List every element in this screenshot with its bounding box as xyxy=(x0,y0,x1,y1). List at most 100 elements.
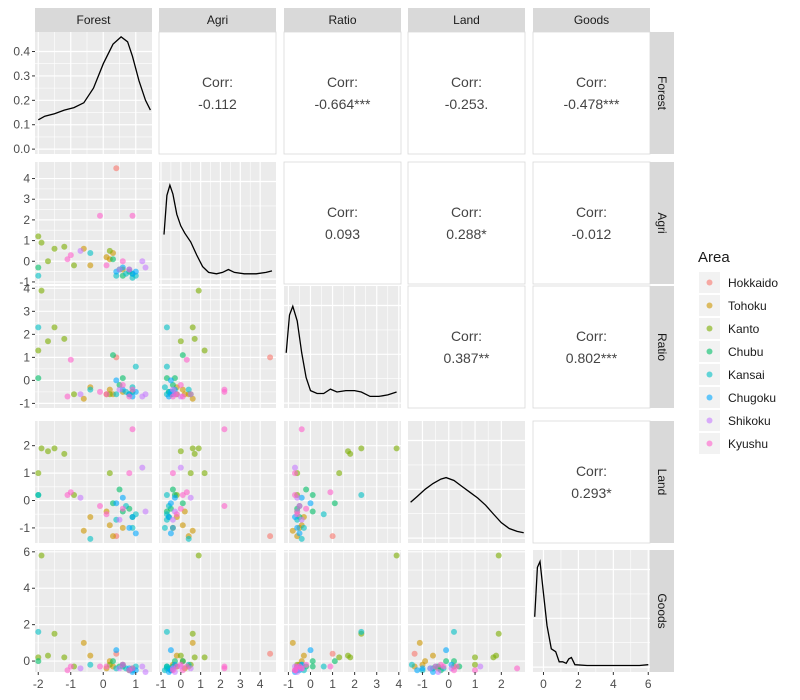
x-tick-label: 0 xyxy=(307,677,314,691)
corr-label: Corr: xyxy=(576,204,607,220)
data-point xyxy=(167,647,174,654)
row-strip xyxy=(650,286,674,408)
data-point xyxy=(331,500,338,507)
legend-entry-label: Shikoku xyxy=(728,414,771,428)
data-point xyxy=(113,647,120,654)
data-point xyxy=(45,448,51,455)
data-point xyxy=(106,247,113,254)
data-point xyxy=(110,658,116,665)
y-tick-label: 3 xyxy=(23,192,30,206)
legend-entry-label: Hokkaido xyxy=(728,276,778,290)
data-point xyxy=(289,527,296,534)
data-point xyxy=(35,347,42,354)
data-point xyxy=(179,352,186,359)
corr-label: Corr: xyxy=(576,74,607,90)
data-point xyxy=(132,530,139,537)
data-point xyxy=(298,494,305,501)
data-point xyxy=(169,524,176,531)
data-point xyxy=(169,516,176,523)
y-tick-label: 0.3 xyxy=(13,69,30,83)
x-tick-label: 4 xyxy=(395,677,402,691)
panel-agri-agri xyxy=(159,162,276,284)
data-point xyxy=(77,665,84,672)
corr-panel-background xyxy=(158,31,277,155)
data-point xyxy=(292,464,298,471)
data-point xyxy=(129,212,136,219)
corr-panel-background xyxy=(532,420,651,544)
y-tick-label: 1 xyxy=(23,350,30,364)
data-point xyxy=(189,445,196,452)
corr-value: -0.478*** xyxy=(563,96,620,112)
legend-key-point xyxy=(706,394,713,401)
row-strip-label: Agri xyxy=(655,212,669,233)
column-strip xyxy=(408,8,525,32)
data-point xyxy=(179,386,186,393)
data-point xyxy=(80,639,87,646)
panel-forest-ratio: Corr: -0.664*** xyxy=(283,31,402,155)
legend-entry-label: Chugoku xyxy=(728,391,776,405)
panel-land-land xyxy=(408,421,525,543)
corr-value: 0.288* xyxy=(446,226,487,242)
data-point xyxy=(35,375,42,382)
data-point xyxy=(163,363,170,370)
data-point xyxy=(169,386,176,393)
x-tick-label: 1 xyxy=(197,677,204,691)
data-point xyxy=(71,262,77,269)
x-tick-label: 1 xyxy=(472,677,479,691)
data-point xyxy=(167,530,174,537)
data-point xyxy=(177,505,184,512)
row-strip-label: Goods xyxy=(655,593,669,628)
panel-ratio-ratio xyxy=(284,286,401,408)
column-strip xyxy=(159,8,276,32)
legend-title: Area xyxy=(698,249,730,266)
panel-background xyxy=(284,286,401,408)
y-tick-label: 1 xyxy=(23,234,30,248)
panel-background xyxy=(284,550,401,672)
corr-label: Corr: xyxy=(576,463,607,479)
x-tick-label: 4 xyxy=(610,677,617,691)
x-tick-label: 3 xyxy=(237,677,244,691)
data-point xyxy=(221,665,228,672)
data-point xyxy=(320,663,327,670)
x-tick-label: 0 xyxy=(445,677,452,691)
data-point xyxy=(358,492,365,498)
data-point xyxy=(161,524,168,531)
data-point xyxy=(336,654,343,661)
y-tick-label: 0.0 xyxy=(13,142,30,156)
data-point xyxy=(267,533,274,540)
data-point xyxy=(169,486,176,493)
data-point xyxy=(472,654,478,661)
panel-agri-goods: Corr: -0.012 xyxy=(532,161,651,285)
panel-forest-forest xyxy=(35,32,152,154)
data-point xyxy=(139,663,146,670)
data-point xyxy=(327,489,334,496)
data-point xyxy=(126,393,133,400)
data-point xyxy=(126,266,133,273)
data-point xyxy=(292,492,298,498)
data-point xyxy=(142,669,149,675)
legend-entry-label: Kanto xyxy=(728,322,760,336)
data-point xyxy=(303,486,310,493)
data-point xyxy=(71,391,77,398)
data-point xyxy=(35,272,42,279)
data-point xyxy=(189,630,196,637)
data-point xyxy=(169,470,176,477)
data-point xyxy=(126,667,133,674)
data-point xyxy=(67,252,74,259)
data-point xyxy=(443,658,450,665)
data-point xyxy=(61,243,68,250)
data-point xyxy=(167,500,174,507)
y-tick-label: 0.2 xyxy=(13,93,30,107)
x-tick-label: -1 xyxy=(156,677,167,691)
data-point xyxy=(309,508,316,515)
data-point xyxy=(411,650,418,657)
data-point xyxy=(477,663,484,670)
data-point xyxy=(87,250,94,256)
panel-ratio-agri xyxy=(159,286,276,408)
data-point xyxy=(179,500,186,507)
density-curve xyxy=(163,183,273,275)
panel-background xyxy=(408,421,525,543)
data-point xyxy=(443,647,450,654)
data-point xyxy=(267,650,274,657)
corr-label: Corr: xyxy=(576,328,607,344)
